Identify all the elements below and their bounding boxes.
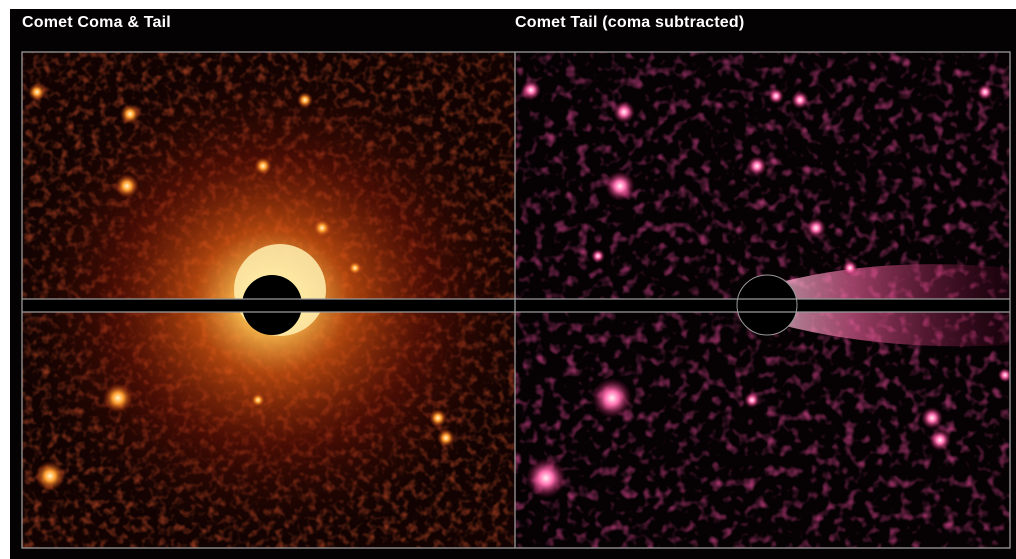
occulter-right	[515, 274, 1010, 336]
panel-frame	[21, 51, 1011, 549]
right-panel-title: Comet Tail (coma subtracted)	[515, 14, 745, 31]
left-panel-title: Comet Coma & Tail	[22, 14, 171, 31]
right-stars	[521, 80, 1010, 498]
occulter-left	[22, 275, 515, 335]
